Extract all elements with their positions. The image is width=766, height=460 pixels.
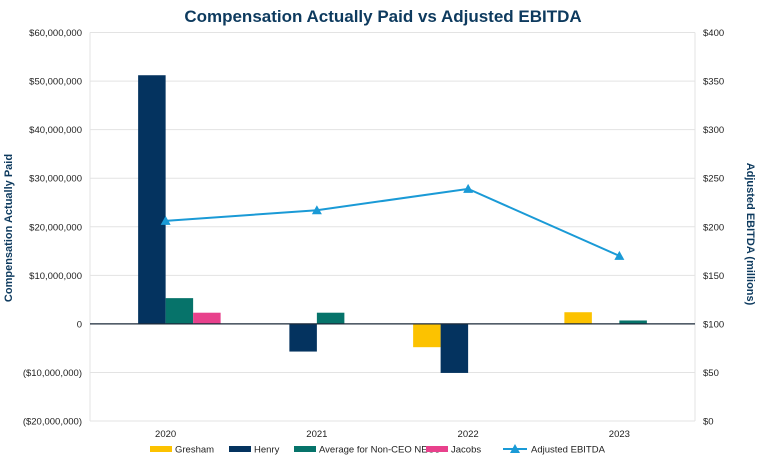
x-tick-label: 2020 bbox=[155, 429, 176, 440]
bar-average-for-non-ceo-neos-2023 bbox=[619, 320, 647, 324]
x-tick-label: 2023 bbox=[609, 429, 630, 440]
bar-gresham-2022 bbox=[413, 323, 441, 348]
y-tick-label: $30,000,000 bbox=[29, 174, 82, 185]
bar-henry-2020 bbox=[138, 75, 166, 324]
bar-gresham-2023 bbox=[564, 312, 592, 324]
y-tick-label: $40,000,000 bbox=[29, 125, 82, 136]
bar-henry-2022 bbox=[440, 323, 469, 373]
legend-label: Henry bbox=[254, 445, 280, 456]
y-tick-label: $20,000,000 bbox=[29, 222, 82, 233]
y-axis-label: Compensation Actually Paid bbox=[3, 154, 15, 302]
y2-tick-label: $50 bbox=[703, 368, 719, 379]
y2-tick-label: $100 bbox=[703, 319, 724, 330]
chart-title: Compensation Actually Paid vs Adjusted E… bbox=[184, 7, 581, 26]
x-tick-label: 2022 bbox=[458, 429, 479, 440]
ebitda-marker-triangle bbox=[311, 205, 322, 215]
legend-swatch bbox=[150, 446, 172, 452]
y2-tick-label: $300 bbox=[703, 125, 724, 136]
bar-henry-2021 bbox=[289, 323, 317, 352]
y2-tick-label: $200 bbox=[703, 222, 724, 233]
legend-triangle-icon bbox=[510, 444, 520, 453]
y-tick-label: $50,000,000 bbox=[29, 77, 82, 88]
y2-tick-label: $0 bbox=[703, 417, 714, 428]
y2-tick-label: $250 bbox=[703, 174, 724, 185]
y2-tick-label: $150 bbox=[703, 271, 724, 282]
legend-label: Gresham bbox=[175, 445, 214, 456]
legend-swatch bbox=[426, 446, 448, 452]
legend-label: Adjusted EBITDA bbox=[531, 445, 606, 456]
ebitda-marker-triangle bbox=[463, 183, 474, 193]
y-tick-label: $10,000,000 bbox=[29, 271, 82, 282]
ebitda-marker-triangle bbox=[614, 250, 625, 260]
bar-jacobs-2020 bbox=[193, 312, 221, 324]
x-tick-label: 2021 bbox=[306, 429, 327, 440]
bar-average-for-non-ceo-neos-2021 bbox=[316, 312, 345, 324]
legend-label: Jacobs bbox=[451, 445, 481, 456]
line-adjusted-ebitda bbox=[165, 187, 620, 257]
y2-tick-label: $350 bbox=[703, 77, 724, 88]
ebitda-marker-triangle bbox=[160, 215, 171, 225]
bar-average-for-non-ceo-neos-2020 bbox=[165, 298, 194, 324]
legend-swatch bbox=[229, 446, 251, 452]
y2-tick-label: $400 bbox=[703, 28, 724, 39]
y2-axis-label: Adjusted EBITDA (millions) bbox=[744, 163, 756, 306]
y-tick-label: ($10,000,000) bbox=[23, 368, 82, 379]
legend-label: Average for Non-CEO NEOs bbox=[319, 445, 440, 456]
legend-swatch bbox=[294, 446, 316, 452]
y-tick-label: ($20,000,000) bbox=[23, 417, 82, 428]
y-tick-label: 0 bbox=[77, 319, 82, 330]
y-tick-label: $60,000,000 bbox=[29, 28, 82, 39]
